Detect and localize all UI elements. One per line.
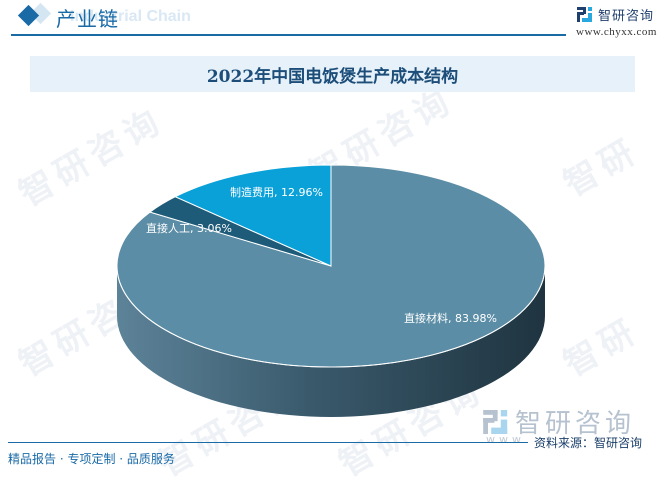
brand-name: 智研咨询 [598, 8, 655, 24]
pie-chart [116, 164, 546, 417]
footer-slogan: 精品报告 · 专项定制 · 品质服务 [8, 452, 175, 466]
section-header: Industrial Chain 产业链 智研咨询 www.chyxx.com [0, 0, 666, 40]
footer-watermark-brand: 智研咨询 [515, 409, 636, 439]
brand-logo-icon [577, 6, 593, 22]
section-title: 产业链 [56, 7, 119, 31]
footer-logo-icon [483, 409, 508, 434]
section-subtitle: Industrial Chain [70, 8, 191, 25]
label-labor: 直接人工, 3.06% [146, 222, 232, 235]
footer-divider [8, 442, 528, 443]
chart-title-bar: 2022年中国电饭煲生产成本结构 [30, 56, 635, 92]
brand-url: www.chyxx.com [576, 26, 657, 38]
chart-title: 2022年中国电饭煲生产成本结构 [206, 66, 459, 87]
brand-logo: 智研咨询 [577, 6, 655, 24]
data-source: 资料来源：智研咨询 [534, 436, 643, 450]
pie-rim [116, 265, 546, 368]
pie-slice-manufacturing[interactable] [174, 164, 332, 267]
label-materials: 直接材料, 83.98% [404, 312, 497, 325]
pie-side-wall [117, 266, 545, 417]
footer-www: www [486, 433, 525, 446]
footer-watermark-logo: 智研咨询 [483, 403, 635, 440]
header-divider [11, 34, 566, 36]
label-manufacturing: 制造费用, 12.96% [230, 186, 323, 199]
